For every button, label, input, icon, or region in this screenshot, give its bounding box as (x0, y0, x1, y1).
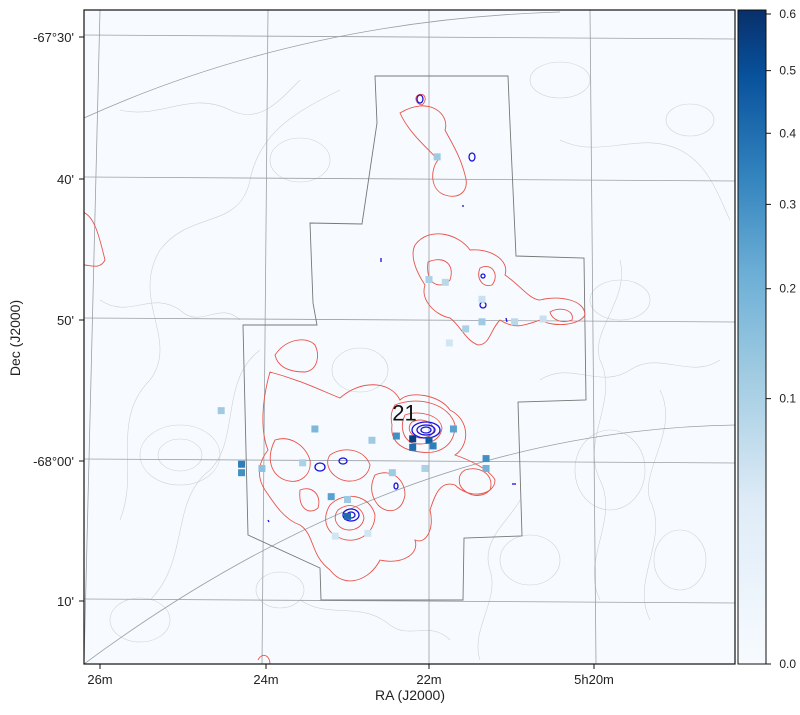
heatmap-pixel (258, 464, 266, 472)
x-tick-label: 22m (416, 672, 441, 687)
heatmap-pixel (344, 512, 351, 520)
heatmap-pixel (441, 278, 449, 286)
colorbar-tick-label: 0.6 (779, 7, 796, 21)
heatmap-pixel (482, 464, 490, 472)
plot-background (84, 10, 735, 664)
colorbar-ticks: 0.0 0.1 0.2 0.3 0.4 0.5 0.6 (766, 7, 796, 671)
colorbar-tick-label: 0.0 (779, 657, 796, 671)
x-axis-title: RA (J2000) (375, 687, 445, 703)
y-tick-label: 10' (57, 594, 74, 609)
heatmap-pixel (364, 529, 372, 537)
field-annotation-label: 21 (392, 401, 416, 426)
x-tick-label: 5h20m (574, 672, 614, 687)
heatmap-pixel (433, 153, 441, 161)
colorbar-tick-label: 0.5 (779, 64, 796, 78)
y-tick-label: 40' (57, 172, 74, 187)
heatmap-pixel (368, 436, 376, 444)
plot-frame (83, 9, 736, 665)
survey-footprint (242, 75, 587, 601)
heatmap-pixel (344, 495, 351, 503)
heatmap-pixel (238, 469, 246, 477)
heatmap-pixel (449, 425, 457, 433)
colorbar: 0.0 0.1 0.2 0.3 0.4 0.5 0.6 (737, 7, 796, 671)
heatmap-pixel (539, 315, 547, 323)
heatmap-pixel (311, 425, 319, 433)
coordinate-grid (84, 10, 735, 664)
y-tick-label: -68°00' (33, 454, 74, 469)
heatmap-pixel (425, 436, 433, 444)
heatmap-pixel (421, 464, 429, 472)
heatmap-pixel (445, 339, 453, 347)
pixel-layer (217, 153, 547, 540)
colorbar-gradient (738, 10, 766, 664)
y-axis-title: Dec (J2000) (7, 300, 23, 376)
heatmap-pixel (478, 295, 486, 303)
heatmap-pixel (299, 459, 307, 467)
x-tick-label: 24m (253, 672, 278, 687)
heatmap-pixel (392, 432, 400, 440)
colorbar-tick-label: 0.4 (779, 126, 796, 140)
y-tick-label: -67°30' (33, 30, 74, 45)
y-axis: -67°30' 40' 50' -68°00' 10' (33, 30, 84, 609)
heatmap-pixel (238, 460, 246, 468)
heatmap-pixel (462, 325, 470, 333)
gray-contours (99, 61, 731, 661)
heatmap-pixel (482, 455, 490, 463)
colorbar-tick-label: 0.2 (779, 282, 796, 296)
y-tick-label: 50' (57, 313, 74, 328)
colorbar-tick-label: 0.3 (779, 197, 796, 211)
heatmap-pixel (217, 407, 225, 415)
heatmap-pixel (478, 318, 486, 326)
heatmap-pixel (409, 443, 417, 451)
heatmap-panel: 21 (83, 9, 736, 665)
heatmap-pixel (331, 532, 339, 540)
heatmap-pixel (388, 469, 396, 477)
heatmap-pixel (425, 276, 433, 284)
heatmap-pixel (511, 318, 519, 326)
colorbar-frame (737, 9, 767, 665)
heatmap-pixel (327, 493, 335, 501)
annotation-layer: 21 (392, 401, 416, 426)
heatmap-pixel (409, 435, 417, 443)
heatmap-pixel (429, 442, 437, 450)
x-axis: 26m 24m 22m 5h20m (87, 664, 614, 687)
colorbar-tick-label: 0.1 (779, 392, 796, 406)
x-tick-label: 26m (87, 672, 112, 687)
